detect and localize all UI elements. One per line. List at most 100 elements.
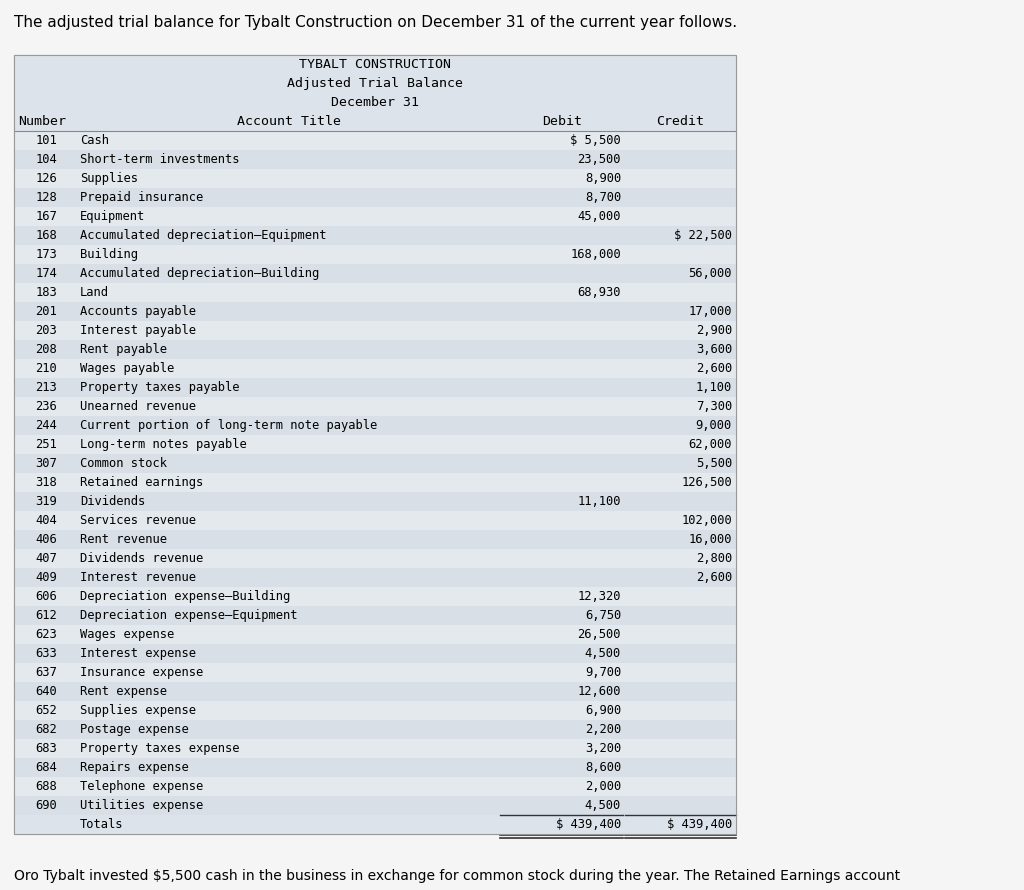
Text: Adjusted Trial Balance: Adjusted Trial Balance	[287, 77, 463, 90]
Text: Accounts payable: Accounts payable	[80, 305, 196, 318]
Bar	[14, 739, 736, 758]
Text: 4,500: 4,500	[585, 799, 621, 812]
Text: 174: 174	[35, 267, 57, 280]
Text: 2,600: 2,600	[695, 571, 732, 584]
Bar	[14, 606, 736, 625]
Text: 213: 213	[35, 381, 57, 394]
Bar	[14, 283, 736, 302]
Bar	[14, 720, 736, 739]
Text: 404: 404	[35, 514, 57, 527]
Text: 307: 307	[35, 457, 57, 470]
Text: 173: 173	[35, 248, 57, 261]
Text: 2,200: 2,200	[585, 723, 621, 736]
Bar	[14, 549, 736, 568]
Bar	[14, 226, 736, 245]
Text: Account Title: Account Title	[237, 115, 341, 128]
Bar	[14, 245, 736, 264]
Text: Equipment: Equipment	[80, 210, 145, 223]
Bar	[14, 644, 736, 663]
Text: Short-term investments: Short-term investments	[80, 153, 240, 166]
Bar	[14, 207, 736, 226]
Text: 208: 208	[35, 343, 57, 356]
Text: Interest payable: Interest payable	[80, 324, 196, 337]
Text: Dividends revenue: Dividends revenue	[80, 552, 203, 565]
Text: 8,900: 8,900	[585, 172, 621, 185]
Text: Depreciation expense–Building: Depreciation expense–Building	[80, 590, 290, 603]
Text: 183: 183	[35, 286, 57, 299]
Text: Insurance expense: Insurance expense	[80, 666, 203, 679]
Text: 9,700: 9,700	[585, 666, 621, 679]
Bar	[14, 169, 736, 188]
Text: Oro Tybalt invested $5,500 cash in the business in exchange for common stock dur: Oro Tybalt invested $5,500 cash in the b…	[14, 869, 900, 883]
Text: 5,500: 5,500	[695, 457, 732, 470]
Bar	[14, 340, 736, 359]
Text: TYBALT CONSTRUCTION: TYBALT CONSTRUCTION	[299, 58, 451, 71]
Bar	[14, 302, 736, 321]
Text: $ 22,500: $ 22,500	[674, 229, 732, 242]
Text: 4,500: 4,500	[585, 647, 621, 660]
Bar	[14, 758, 736, 777]
Text: 318: 318	[35, 476, 57, 489]
Text: 11,100: 11,100	[578, 495, 621, 508]
Text: 167: 167	[35, 210, 57, 223]
Text: Common stock: Common stock	[80, 457, 167, 470]
Bar	[14, 454, 736, 473]
Bar	[14, 492, 736, 511]
Bar	[14, 777, 736, 796]
Text: 319: 319	[35, 495, 57, 508]
Text: 251: 251	[35, 438, 57, 451]
Text: 407: 407	[35, 552, 57, 565]
Text: Services revenue: Services revenue	[80, 514, 196, 527]
Bar	[14, 93, 736, 112]
Text: 201: 201	[35, 305, 57, 318]
Text: 3,600: 3,600	[695, 343, 732, 356]
Bar	[14, 359, 736, 378]
Text: 652: 652	[35, 704, 57, 717]
Text: 637: 637	[35, 666, 57, 679]
Text: Wages payable: Wages payable	[80, 362, 174, 375]
Bar	[14, 55, 736, 834]
Text: Cash: Cash	[80, 134, 109, 147]
Text: Telephone expense: Telephone expense	[80, 780, 203, 793]
Text: Repairs expense: Repairs expense	[80, 761, 188, 774]
Bar	[14, 378, 736, 397]
Text: 1,100: 1,100	[695, 381, 732, 394]
Bar	[14, 625, 736, 644]
Text: 682: 682	[35, 723, 57, 736]
Text: 23,500: 23,500	[578, 153, 621, 166]
Text: 101: 101	[35, 134, 57, 147]
Bar	[14, 416, 736, 435]
Text: 688: 688	[35, 780, 57, 793]
Bar	[14, 188, 736, 207]
Text: 45,000: 45,000	[578, 210, 621, 223]
Bar	[14, 815, 736, 834]
Bar	[14, 435, 736, 454]
Bar	[14, 150, 736, 169]
Text: 12,320: 12,320	[578, 590, 621, 603]
Text: Supplies: Supplies	[80, 172, 138, 185]
Bar	[14, 530, 736, 549]
Text: 104: 104	[35, 153, 57, 166]
Text: Debit: Debit	[543, 115, 583, 128]
Text: 640: 640	[35, 685, 57, 698]
Text: Wages expense: Wages expense	[80, 628, 174, 641]
Text: Accumulated depreciation–Equipment: Accumulated depreciation–Equipment	[80, 229, 327, 242]
Text: $ 439,400: $ 439,400	[556, 818, 621, 831]
Text: 8,600: 8,600	[585, 761, 621, 774]
Text: Supplies expense: Supplies expense	[80, 704, 196, 717]
Text: 684: 684	[35, 761, 57, 774]
Bar	[14, 568, 736, 587]
Text: Accumulated depreciation–Building: Accumulated depreciation–Building	[80, 267, 319, 280]
Text: Totals: Totals	[80, 818, 124, 831]
Text: Long-term notes payable: Long-term notes payable	[80, 438, 247, 451]
Text: 409: 409	[35, 571, 57, 584]
Bar	[14, 701, 736, 720]
Text: 62,000: 62,000	[688, 438, 732, 451]
Text: Current portion of long-term note payable: Current portion of long-term note payabl…	[80, 419, 377, 432]
Text: 9,000: 9,000	[695, 419, 732, 432]
Text: 210: 210	[35, 362, 57, 375]
Text: 7,300: 7,300	[695, 400, 732, 413]
Bar	[14, 321, 736, 340]
Text: Postage expense: Postage expense	[80, 723, 188, 736]
Text: 2,000: 2,000	[585, 780, 621, 793]
